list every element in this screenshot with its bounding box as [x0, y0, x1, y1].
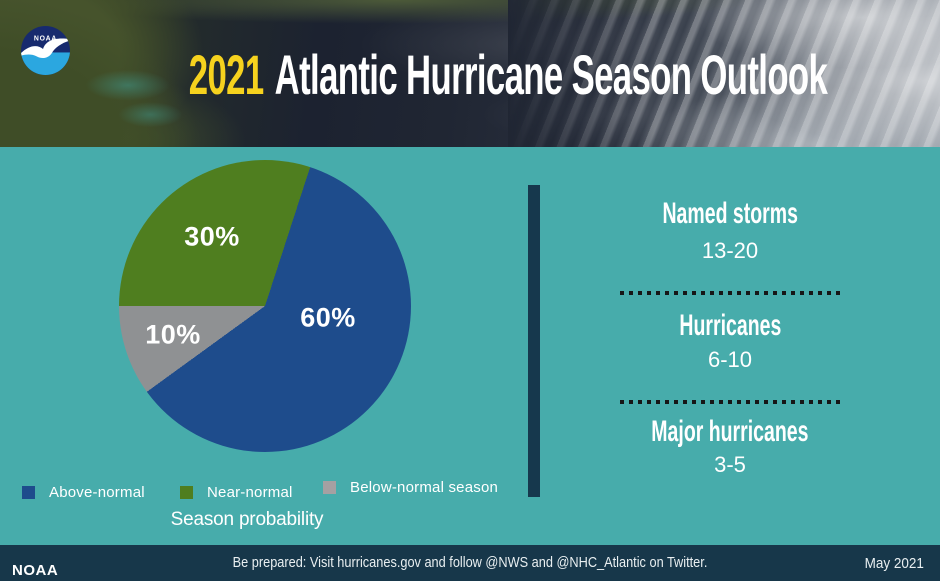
- outlook-range-hurricanes: 6-10: [707, 347, 753, 372]
- pie-label-above-normal: 60%: [300, 302, 356, 333]
- legend-swatch-above-normal: [22, 486, 35, 499]
- legend-item-below-normal: Below-normal season: [323, 479, 498, 496]
- outlook-label-hurricanes: Hurricanes: [679, 309, 781, 342]
- pie-label-below-normal: 10%: [145, 319, 201, 350]
- footer-bar: NOAA Be prepared: Visit hurricanes.gov a…: [0, 545, 940, 581]
- logo-wordmark: NOAA: [34, 36, 57, 43]
- footer-message: Be prepared: Visit hurricanes.gov and fo…: [232, 554, 708, 571]
- noaa-logo-icon: NOAA: [21, 26, 70, 75]
- footer-agency: NOAA: [12, 562, 59, 579]
- chart-title: Season probability: [170, 509, 324, 530]
- satellite-land-art: [0, 0, 376, 147]
- vertical-divider: [528, 185, 540, 497]
- legend-swatch-near-normal: [180, 486, 193, 499]
- title-year: 2021: [188, 43, 264, 106]
- pie-chart: [119, 160, 411, 452]
- outlook-range-major-hurricanes: 3-5: [714, 452, 746, 477]
- pie-label-near-normal: 30%: [184, 221, 240, 252]
- logo-sea-light: [21, 52, 70, 75]
- title-text: Atlantic Hurricane Season Outlook: [274, 43, 828, 106]
- outlook-label-major-hurricanes: Major hurricanes: [651, 415, 809, 448]
- seagull-icon: [21, 38, 70, 59]
- legend-item-near-normal: Near-normal: [180, 484, 293, 501]
- dotted-separator: [620, 400, 840, 404]
- outlook-label-named-storms: Named storms: [662, 197, 798, 230]
- legend-label: Near-normal: [207, 484, 293, 501]
- main-content: 60% 30% 10% Above-normal Near-normal Bel…: [0, 147, 940, 545]
- dotted-separator: [620, 291, 840, 295]
- page-title: 2021 Atlantic Hurricane Season Outlook: [0, 44, 940, 106]
- legend-swatch-below-normal: [323, 481, 336, 494]
- legend-label: Above-normal: [49, 484, 145, 501]
- legend-item-above-normal: Above-normal: [22, 484, 145, 501]
- footer-date: May 2021: [864, 555, 924, 572]
- legend-label: Below-normal season: [350, 479, 499, 496]
- outlook-range-named-storms: 13-20: [701, 238, 759, 263]
- header-banner: NOAA 2021 Atlantic Hurricane Season Outlo…: [0, 0, 940, 147]
- satellite-clouds-art: [507, 0, 940, 147]
